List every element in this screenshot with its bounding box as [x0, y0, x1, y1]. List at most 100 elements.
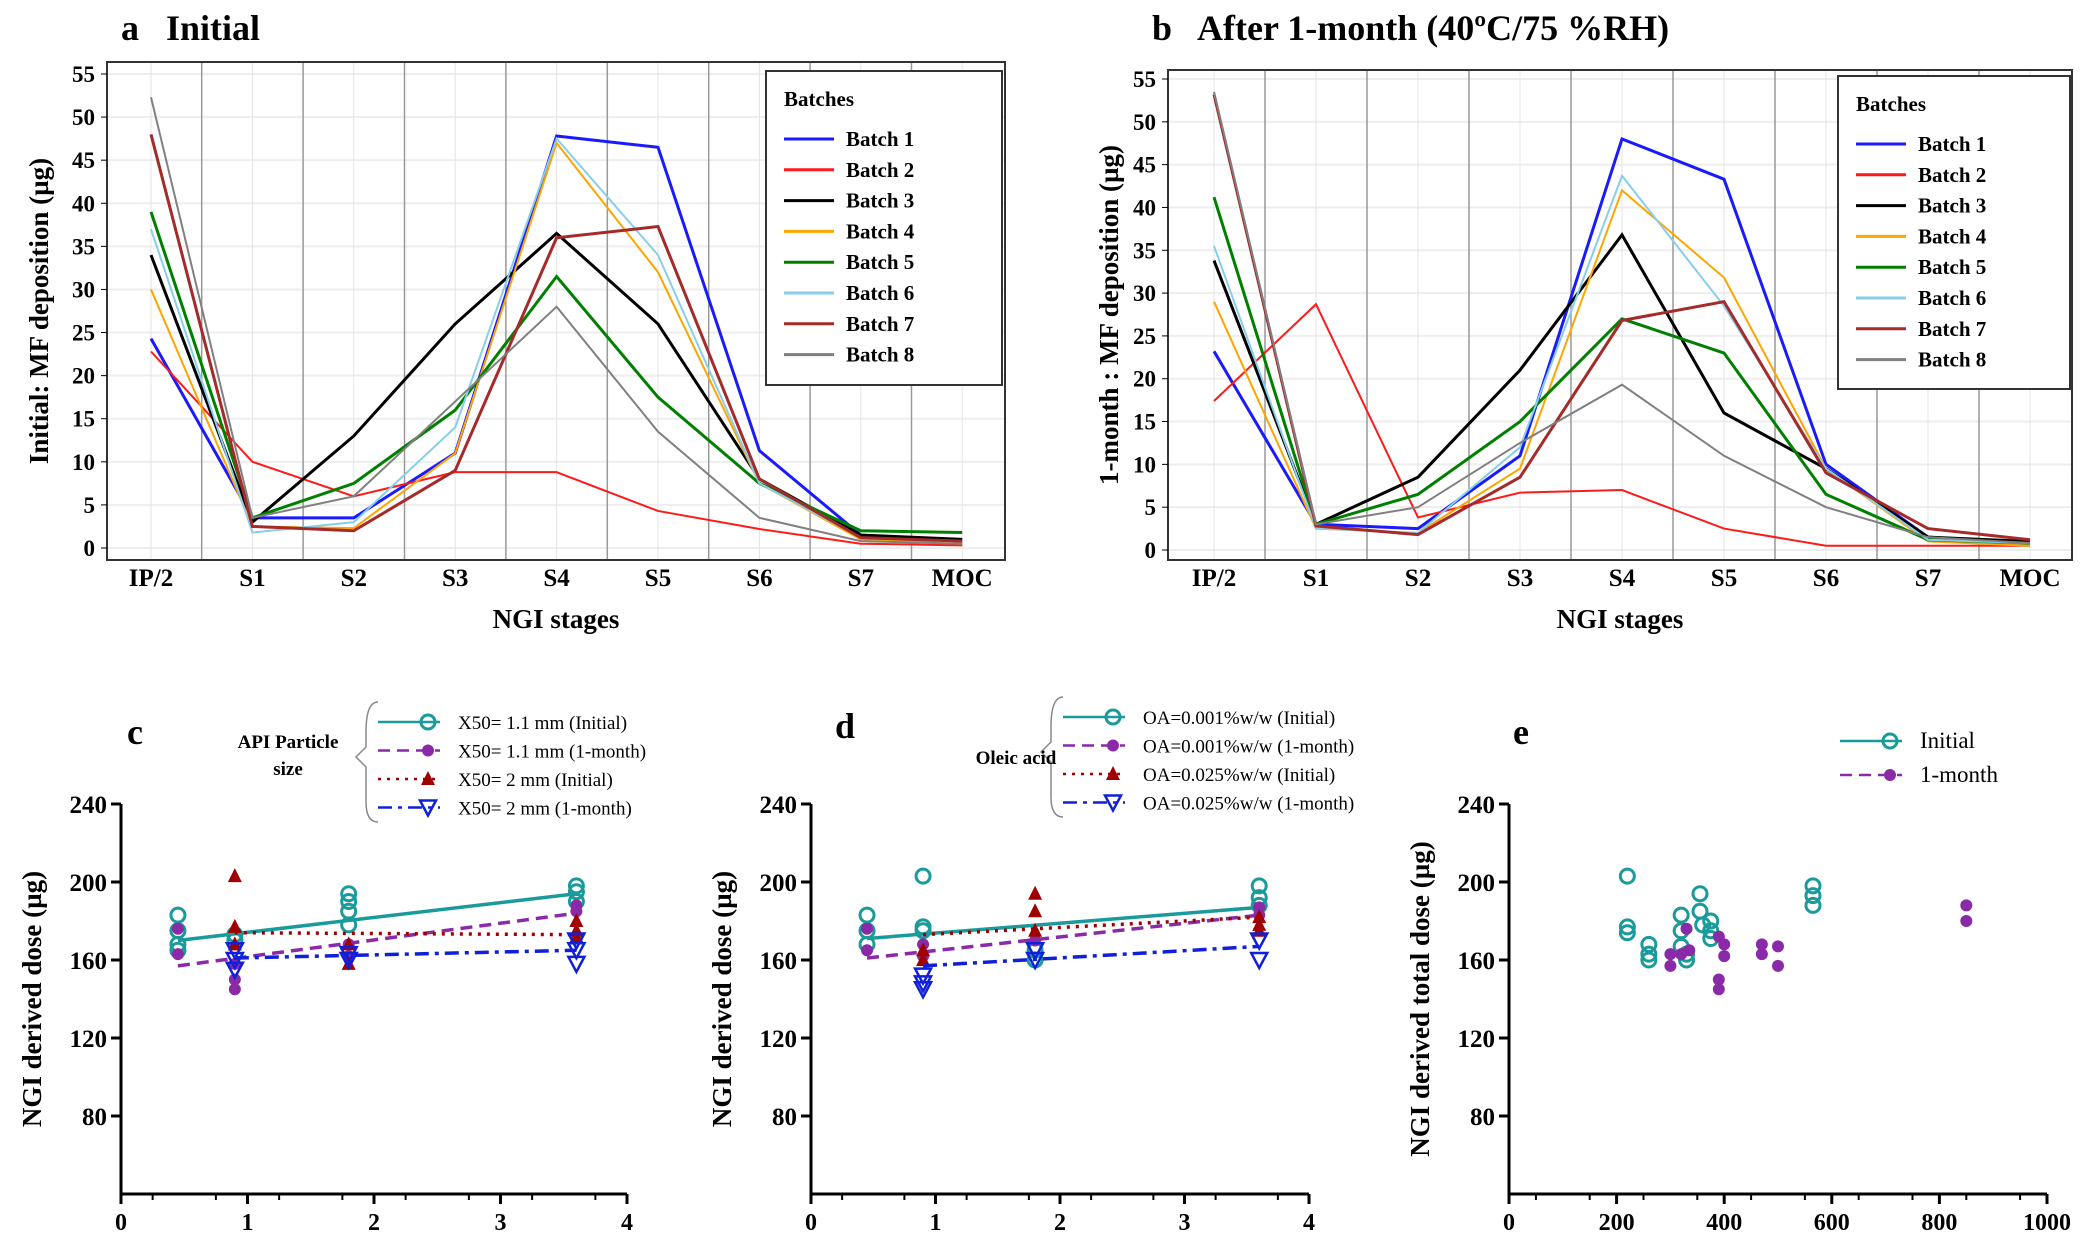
- legend-title: Oleic acid: [976, 748, 1057, 769]
- legend-label: Batch 5: [846, 250, 914, 274]
- y-tick-label: 30: [72, 277, 95, 302]
- legend-label: Batch 7: [846, 312, 914, 336]
- plot-frame: [1167, 69, 2073, 561]
- y-tick-label: 40: [1133, 195, 1156, 220]
- y-tick-label: 20: [72, 364, 95, 389]
- data-point: [1664, 959, 1677, 972]
- data-point: [1252, 909, 1267, 924]
- legend-label: OA=0.025%w/w (Initial): [1143, 765, 1335, 786]
- series-line-batch-5: [149, 211, 963, 534]
- data-point: [1718, 950, 1731, 963]
- data-point: [1028, 922, 1043, 937]
- x-tick-label: S7: [848, 565, 874, 592]
- data-point: [1683, 944, 1696, 957]
- legend-label: Batch 6: [846, 281, 914, 305]
- data-point: [1028, 885, 1043, 900]
- data-point: [861, 944, 874, 957]
- legend: [354, 701, 440, 823]
- y-tick-label: 35: [1133, 238, 1156, 263]
- data-point: [1618, 867, 1636, 885]
- series-line-batch-1: [149, 134, 963, 543]
- series-3: [912, 932, 1270, 1000]
- legend-title: size: [273, 759, 303, 780]
- x-tick-label: S4: [543, 565, 570, 592]
- legend: [1837, 75, 2071, 390]
- x-tick-label: 0: [115, 1210, 127, 1236]
- data-point: [1680, 922, 1693, 935]
- data-point: [1106, 766, 1120, 780]
- data-point: [1881, 732, 1899, 750]
- legend-label: Batch 3: [846, 189, 914, 213]
- y-tick-label: 10: [1133, 452, 1156, 477]
- data-point: [340, 893, 358, 910]
- y-tick-label: 240: [1458, 792, 1496, 819]
- data-point: [228, 983, 241, 996]
- legend-label: Batch 2: [846, 158, 914, 182]
- y-tick-label: 25: [1133, 324, 1156, 349]
- data-point: [1104, 708, 1122, 726]
- x-tick-label: IP/2: [1192, 565, 1236, 592]
- x-tick-label: 4: [621, 1210, 633, 1236]
- fit-line: [922, 944, 1260, 968]
- data-point: [566, 932, 587, 952]
- legend-label: Batch 8: [1918, 348, 1986, 372]
- y-tick-label: 40: [72, 191, 95, 216]
- data-point: [1025, 942, 1046, 961]
- data-point: [1640, 935, 1658, 953]
- y-axis-label: NGI derived dose (µg): [17, 871, 47, 1127]
- y-tick-label: 0: [1145, 538, 1157, 563]
- series-3: [224, 932, 587, 981]
- y-tick-label: 50: [1133, 110, 1156, 135]
- chart-title: Initial: [166, 8, 260, 48]
- data-point: [1804, 887, 1822, 905]
- data-point: [912, 981, 934, 1000]
- data-point: [340, 902, 358, 920]
- x-tick-label: 3: [1179, 1210, 1191, 1236]
- fit-line: [234, 948, 577, 960]
- data-point: [916, 952, 931, 966]
- legend-label: Initial: [1920, 728, 1975, 753]
- data-point: [1755, 948, 1768, 961]
- data-point: [1249, 932, 1270, 952]
- y-tick-label: 200: [760, 870, 798, 897]
- data-point: [1691, 885, 1709, 903]
- data-point: [1618, 924, 1636, 942]
- data-point: [171, 922, 184, 935]
- legend-brace: [1039, 696, 1064, 818]
- y-tick-label: 80: [772, 1104, 797, 1131]
- data-point: [914, 867, 932, 885]
- legend-label: 1-month: [1920, 762, 1998, 787]
- data-point: [1804, 877, 1822, 895]
- data-point: [224, 961, 245, 981]
- panel-label: c: [127, 712, 143, 752]
- y-tick-label: 30: [1133, 281, 1156, 306]
- x-tick-label: S6: [1813, 565, 1839, 592]
- data-point: [340, 916, 358, 934]
- x-axis-label: NGI stages: [1557, 604, 1684, 634]
- data-point: [421, 771, 435, 785]
- x-tick-label: S2: [341, 565, 367, 592]
- x-tick-label: S1: [239, 565, 265, 592]
- data-point: [566, 955, 587, 975]
- data-point: [419, 713, 437, 731]
- legend-label: Batch 6: [1918, 286, 1986, 310]
- x-tick-label: 200: [1599, 1210, 1635, 1236]
- data-point: [1960, 915, 1973, 927]
- legend-title: Batches: [784, 87, 854, 111]
- y-tick-label: 10: [72, 450, 95, 475]
- data-point: [569, 913, 584, 927]
- data-point: [1804, 896, 1822, 914]
- y-tick-label: 50: [72, 105, 95, 130]
- y-tick-label: 45: [72, 148, 95, 173]
- legend-label: Batch 1: [846, 127, 914, 151]
- data-point: [567, 877, 585, 895]
- x-tick-label: 1: [930, 1210, 942, 1236]
- data-point: [338, 945, 359, 965]
- series-line-batch-7: [1212, 94, 2031, 542]
- y-tick-label: 160: [760, 948, 798, 975]
- y-axis-label: Initial: MF deposition (µg): [24, 158, 54, 464]
- y-tick-label: 55: [1133, 67, 1156, 92]
- panel-label: b: [1152, 8, 1172, 48]
- y-tick-label: 55: [72, 62, 95, 87]
- legend: [1039, 696, 1125, 818]
